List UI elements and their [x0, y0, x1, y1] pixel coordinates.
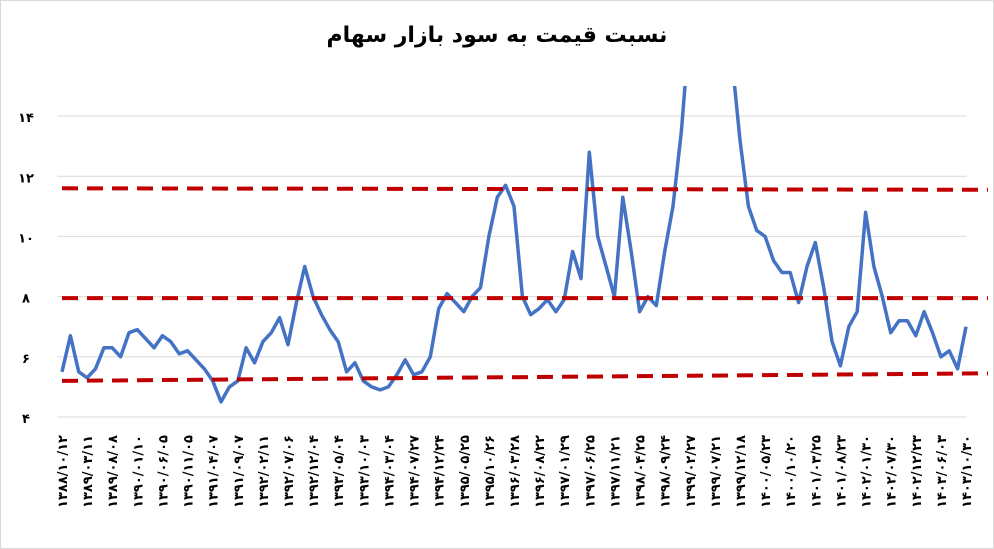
x-tick-label: ۱۴۰۰/۱۰/۲۰ — [784, 435, 799, 508]
x-tick-label: ۱۳۸۸/۱۰/۱۲ — [56, 435, 71, 508]
x-tick-label: ۱۳۹۶/۰۳/۲۸ — [508, 435, 523, 508]
x-tick-label: ۱۳۹۹/۱۲/۱۸ — [734, 435, 749, 508]
x-tick-label: ۱۴۰۲/۱۲/۲۳ — [910, 435, 925, 508]
x-tick-label: ۱۳۹۷/۰۶/۲۵ — [583, 435, 598, 508]
x-tick-label: ۱۳۹۴/۰۳/۰۴ — [382, 435, 397, 508]
x-tick-label: ۱۳۹۱/۰۹/۰۷ — [232, 435, 247, 508]
x-tick-label: ۱۳۹۹/۰۲/۲۷ — [684, 435, 699, 508]
y-tick-label: ۴ — [22, 412, 30, 427]
x-tick-label: ۱۳۹۷/۱۱/۲۱ — [608, 435, 623, 508]
chart-title: نسبت قیمت به سود بازار سهام — [327, 23, 668, 48]
y-tick-label: ۱۴ — [18, 111, 34, 126]
y-tick-label: ۱۰ — [18, 231, 34, 246]
x-tick-label: ۱۳۹۰/۰۱/۱۰ — [131, 435, 146, 508]
x-tick-label: ۱۳۹۲/۰۲/۱۱ — [257, 435, 272, 508]
x-tick-label: ۱۴۰۳/۱۰/۳۰ — [960, 435, 975, 508]
y-tick-label: ۱۲ — [18, 171, 34, 186]
reference-line — [61, 371, 989, 383]
x-tick-label: ۱۳۹۰/۰۶/۰۵ — [156, 435, 171, 508]
x-tick-label: ۱۳۸۹/۰۸/۰۸ — [106, 435, 121, 508]
x-tick-label: ۱۳۹۴/۱۲/۲۴ — [433, 435, 448, 508]
x-tick-label: ۱۳۹۸/۰۹/۲۴ — [659, 435, 674, 508]
x-tick-label: ۱۴۰۲/۰۱/۳۰ — [860, 435, 875, 508]
x-tick-label: ۱۳۹۶/۰۸/۲۲ — [533, 435, 548, 508]
x-tick-label: ۱۴۰۱/۰۳/۲۵ — [809, 435, 824, 508]
x-tick-label: ۱۳۹۲/۰۷/۰۶ — [282, 435, 297, 508]
x-tick-label: ۱۴۰۱/۰۸/۲۳ — [834, 435, 849, 508]
x-tick-label: ۱۳۹۷/۰۱/۲۹ — [558, 435, 573, 508]
x-tick-label: ۱۳۹۴/۰۷/۲۷ — [408, 435, 423, 508]
y-tick-label: ۶ — [22, 352, 30, 367]
x-tick-label: ۱۳۹۲/۱۲/۰۴ — [307, 435, 322, 508]
x-tick-label: ۱۳۹۹/۰۷/۲۱ — [709, 435, 724, 508]
reference-line — [61, 186, 989, 192]
y-tick-label: ۸ — [22, 292, 30, 307]
x-tick-label: ۱۳۸۹/۰۳/۱۱ — [81, 435, 96, 508]
x-tick-label: ۱۳۹۳/۰۵/۰۴ — [332, 435, 347, 508]
x-tick-label: ۱۴۰۲/۰۷/۳۰ — [885, 435, 900, 508]
x-tick-label: ۱۳۹۳/۱۰/۰۳ — [357, 435, 372, 508]
x-tick-label: ۱۳۹۵/۱۰/۲۶ — [483, 435, 498, 508]
x-tick-label: ۱۴۰۰/۰۵/۲۳ — [759, 435, 774, 508]
x-tick-label: ۱۳۹۵/۰۵/۲۵ — [458, 435, 473, 508]
x-tick-label: ۱۳۹۱/۰۴/۰۷ — [207, 435, 222, 508]
x-tick-label: ۱۴۰۳/۰۶/۰۳ — [935, 435, 950, 508]
x-tick-label: ۱۳۹۸/۰۴/۲۵ — [634, 435, 649, 508]
x-tick-label: ۱۳۹۰/۱۱/۰۵ — [182, 435, 197, 508]
